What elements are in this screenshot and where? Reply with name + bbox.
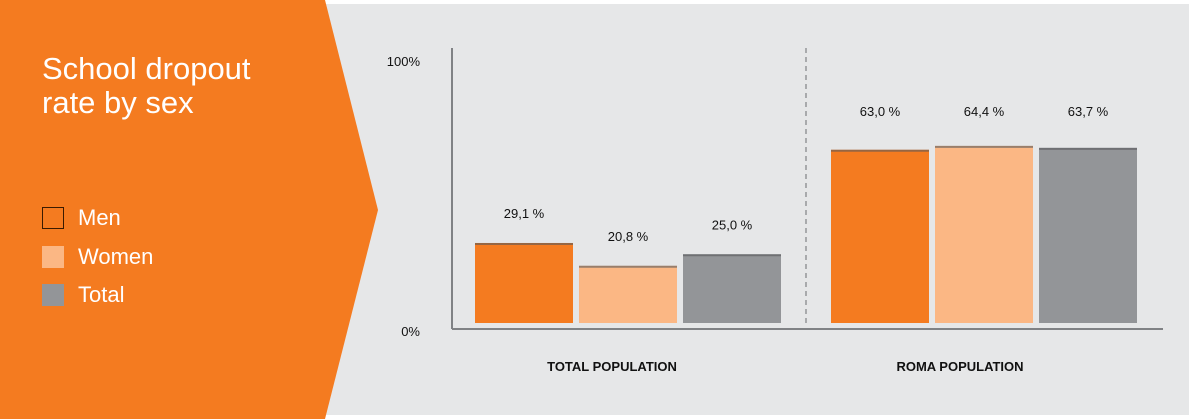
chart-title: School dropout rate by sex xyxy=(42,52,302,120)
title-line-2: rate by sex xyxy=(42,85,194,120)
bar-men-total-population xyxy=(475,242,573,323)
value-label-total-total-population: 25,0 % xyxy=(712,217,753,232)
bar-women-roma-population xyxy=(935,145,1033,323)
legend-item-women: Women xyxy=(42,243,153,271)
legend-label-men: Men xyxy=(78,205,121,230)
y-tick-max: 100% xyxy=(387,54,421,69)
bar-total-total-population xyxy=(683,254,781,323)
bar-women-total-population xyxy=(579,265,677,323)
legend-item-total: Total xyxy=(42,281,124,309)
legend-swatch-women xyxy=(42,246,64,268)
value-label-total-roma-population: 63,7 % xyxy=(1068,104,1109,119)
value-label-men-roma-population: 63,0 % xyxy=(860,104,901,119)
bar-total-roma-population xyxy=(1039,147,1137,323)
value-label-men-total-population: 29,1 % xyxy=(504,206,545,221)
value-label-women-roma-population: 64,4 % xyxy=(964,104,1005,119)
legend-label-women: Women xyxy=(78,244,154,269)
y-tick-min: 0% xyxy=(401,324,420,339)
bars-group: 29,1 % 20,8 % 25,0 % 63,0 % 64,4 % 63,7 % xyxy=(475,104,1137,323)
legend-swatch-men xyxy=(42,207,64,229)
bar-men-roma-population xyxy=(831,149,929,323)
title-line-1: School dropout xyxy=(42,51,251,86)
legend-item-men: Men xyxy=(42,204,121,232)
category-label-roma-population: ROMA POPULATION xyxy=(896,359,1023,374)
value-label-women-total-population: 20,8 % xyxy=(608,229,649,244)
title-arrow-banner xyxy=(0,0,378,419)
legend-label-total: Total xyxy=(78,282,125,307)
legend-swatch-total xyxy=(42,284,64,306)
category-label-total-population: TOTAL POPULATION xyxy=(547,359,677,374)
